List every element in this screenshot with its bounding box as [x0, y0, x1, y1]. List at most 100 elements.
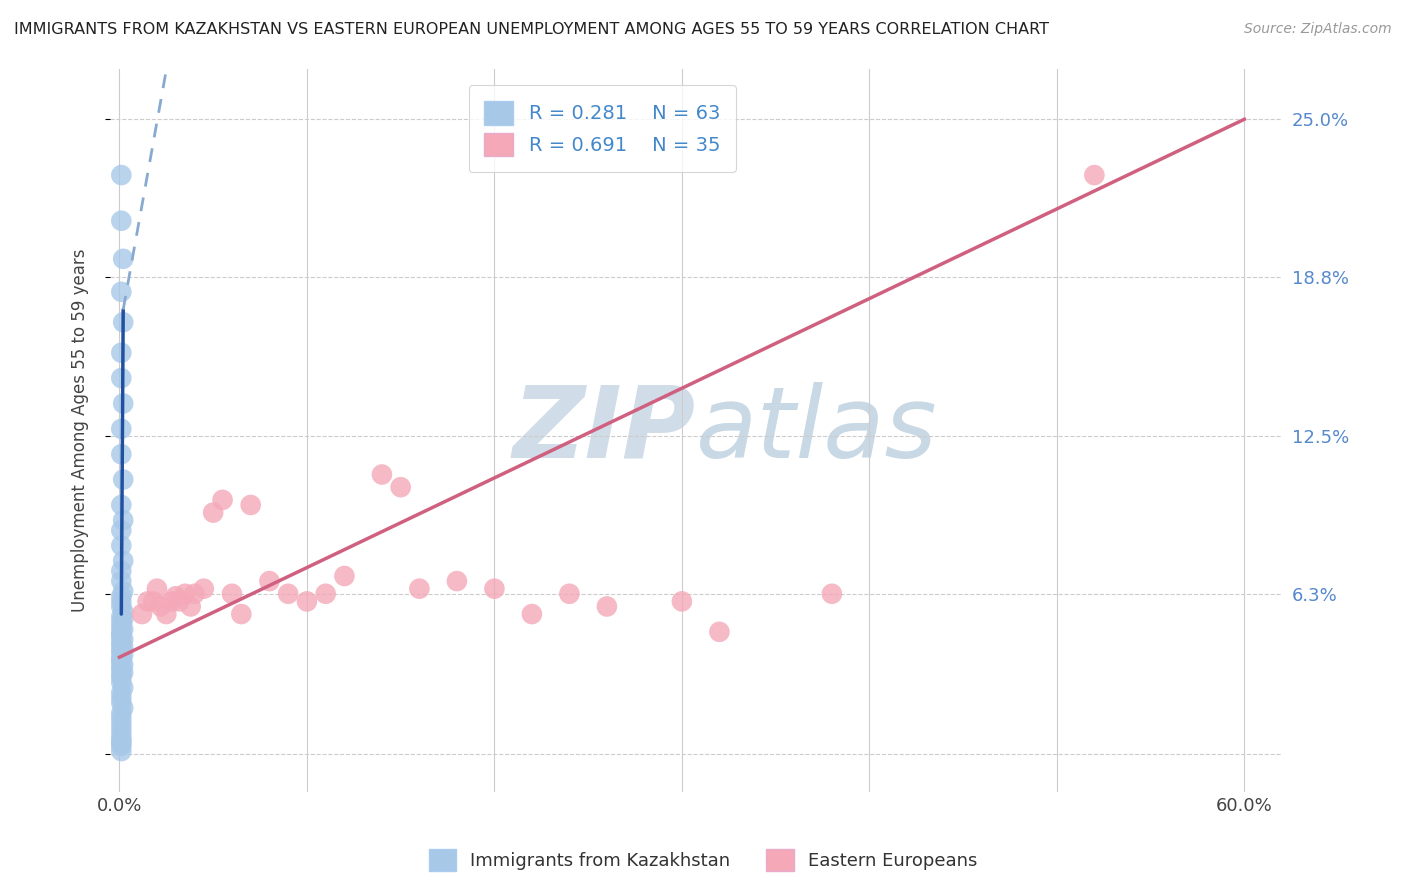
Point	[110, 734, 132, 748]
Point	[131, 607, 153, 621]
Point	[110, 696, 132, 710]
Point	[110, 627, 132, 641]
Point	[112, 657, 135, 672]
Point	[112, 605, 135, 619]
Point	[110, 574, 132, 588]
Text: Source: ZipAtlas.com: Source: ZipAtlas.com	[1244, 22, 1392, 37]
Point	[110, 653, 132, 667]
Point	[110, 539, 132, 553]
Point	[165, 590, 187, 604]
Legend: Immigrants from Kazakhstan, Eastern Europeans: Immigrants from Kazakhstan, Eastern Euro…	[422, 842, 984, 879]
Point	[671, 594, 693, 608]
Point	[408, 582, 430, 596]
Point	[446, 574, 468, 588]
Point	[112, 252, 135, 266]
Point	[110, 635, 132, 649]
Text: ZIP: ZIP	[513, 382, 696, 479]
Point	[221, 587, 243, 601]
Point	[110, 655, 132, 669]
Point	[110, 645, 132, 659]
Point	[202, 506, 225, 520]
Point	[821, 587, 844, 601]
Point	[110, 650, 132, 665]
Point	[110, 638, 132, 652]
Point	[110, 660, 132, 674]
Point	[110, 422, 132, 436]
Point	[110, 686, 132, 700]
Point	[110, 371, 132, 385]
Point	[112, 622, 135, 636]
Point	[110, 599, 132, 614]
Point	[110, 711, 132, 725]
Y-axis label: Unemployment Among Ages 55 to 59 years: Unemployment Among Ages 55 to 59 years	[72, 248, 89, 612]
Point	[112, 640, 135, 654]
Point	[183, 587, 205, 601]
Point	[520, 607, 543, 621]
Point	[484, 582, 506, 596]
Point	[112, 473, 135, 487]
Point	[169, 594, 191, 608]
Point	[709, 624, 731, 639]
Point	[136, 594, 159, 608]
Point	[1083, 168, 1105, 182]
Point	[110, 447, 132, 461]
Text: atlas: atlas	[696, 382, 938, 479]
Point	[110, 168, 132, 182]
Point	[110, 690, 132, 705]
Point	[112, 665, 135, 680]
Point	[110, 564, 132, 578]
Point	[110, 739, 132, 753]
Point	[149, 599, 172, 614]
Point	[112, 396, 135, 410]
Point	[112, 554, 135, 568]
Point	[112, 612, 135, 626]
Point	[110, 345, 132, 359]
Point	[180, 599, 202, 614]
Point	[110, 726, 132, 740]
Point	[389, 480, 412, 494]
Point	[231, 607, 253, 621]
Point	[110, 668, 132, 682]
Point	[295, 594, 318, 608]
Point	[110, 624, 132, 639]
Point	[155, 607, 177, 621]
Point	[277, 587, 299, 601]
Point	[558, 587, 581, 601]
Point	[110, 642, 132, 657]
Point	[239, 498, 262, 512]
Point	[110, 675, 132, 690]
Point	[333, 569, 356, 583]
Point	[110, 285, 132, 299]
Point	[110, 620, 132, 634]
Point	[110, 615, 132, 629]
Point	[174, 587, 197, 601]
Point	[112, 315, 135, 329]
Point	[371, 467, 394, 482]
Point	[110, 663, 132, 677]
Point	[112, 648, 135, 662]
Point	[596, 599, 619, 614]
Point	[110, 590, 132, 604]
Point	[110, 731, 132, 746]
Point	[110, 609, 132, 624]
Point	[110, 630, 132, 644]
Point	[142, 594, 165, 608]
Point	[110, 524, 132, 538]
Point	[146, 582, 169, 596]
Point	[112, 632, 135, 647]
Point	[110, 594, 132, 608]
Point	[112, 513, 135, 527]
Point	[110, 744, 132, 758]
Point	[110, 671, 132, 685]
Point	[110, 716, 132, 731]
Point	[259, 574, 281, 588]
Legend: R = 0.281    N = 63, R = 0.691    N = 35: R = 0.281 N = 63, R = 0.691 N = 35	[468, 86, 735, 172]
Point	[211, 492, 233, 507]
Point	[110, 721, 132, 735]
Text: IMMIGRANTS FROM KAZAKHSTAN VS EASTERN EUROPEAN UNEMPLOYMENT AMONG AGES 55 TO 59 : IMMIGRANTS FROM KAZAKHSTAN VS EASTERN EU…	[14, 22, 1049, 37]
Point	[160, 594, 183, 608]
Point	[110, 737, 132, 751]
Point	[110, 498, 132, 512]
Point	[193, 582, 215, 596]
Point	[112, 681, 135, 695]
